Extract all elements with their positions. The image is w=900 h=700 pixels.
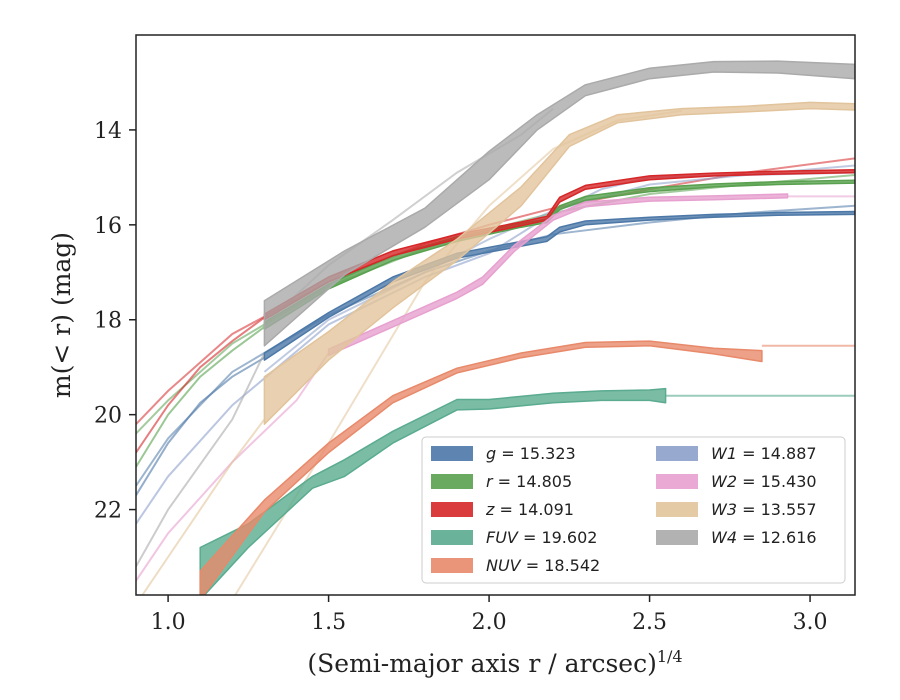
legend-entry-nuv: NUV = 18.542 bbox=[431, 556, 600, 575]
x-tick-label: 1.0 bbox=[151, 610, 186, 635]
legend-entry-w2: W2 = 15.430 bbox=[656, 472, 817, 491]
legend-label: W4 = 12.616 bbox=[711, 528, 817, 547]
legend-label: W3 = 13.557 bbox=[711, 500, 817, 519]
legend-entry-g: g = 15.323 bbox=[431, 444, 576, 463]
plot-area bbox=[136, 60, 855, 595]
legend-swatch bbox=[431, 558, 473, 573]
legend-swatch bbox=[656, 502, 698, 517]
series-band-w2 bbox=[327, 193, 789, 357]
legend-entry-fuv: FUV = 19.602 bbox=[431, 528, 597, 547]
series-line-w4 bbox=[136, 352, 266, 567]
series-band-fuv bbox=[199, 387, 667, 595]
legend-label: NUV = 18.542 bbox=[486, 556, 600, 575]
series-band-w3 bbox=[263, 101, 855, 425]
legend-entry-z: z = 14.091 bbox=[431, 500, 574, 519]
legend-swatch bbox=[431, 474, 473, 489]
legend-entry-r: r = 14.805 bbox=[431, 472, 572, 491]
x-tick-label: 1.5 bbox=[311, 610, 346, 635]
legend-label: z = 14.091 bbox=[485, 500, 574, 519]
legend-box bbox=[421, 436, 846, 584]
legend-label: W1 = 14.887 bbox=[711, 444, 817, 463]
legend-entry-w3: W3 = 13.557 bbox=[656, 500, 817, 519]
y-tick-label: 14 bbox=[94, 119, 122, 144]
x-tick-label: 3.0 bbox=[793, 610, 828, 635]
legend-swatch bbox=[431, 530, 473, 545]
series-line-z bbox=[136, 316, 265, 454]
legend-swatch bbox=[656, 446, 698, 461]
series-band-z bbox=[263, 169, 855, 321]
legend-label: r = 14.805 bbox=[486, 472, 572, 491]
legend-entry-w1: W1 = 14.887 bbox=[656, 444, 817, 463]
y-axis-label: m(< r) (mag) bbox=[47, 232, 76, 398]
series-line-r bbox=[136, 326, 265, 468]
legend-label: W2 = 15.430 bbox=[711, 472, 817, 491]
legend-label: g = 15.323 bbox=[486, 444, 576, 463]
y-tick-label: 22 bbox=[94, 499, 122, 524]
legend: g = 15.323 r = 14.805 z = 14.091 FUV = 19.6… bbox=[421, 436, 846, 584]
x-axis-label: (Semi-major axis r / arcsec)1/4 bbox=[307, 647, 682, 678]
series-band-nuv bbox=[199, 340, 763, 595]
series-band-w4 bbox=[263, 60, 855, 347]
legend-swatch bbox=[656, 474, 698, 489]
plot-frame bbox=[135, 34, 856, 596]
legend-label: FUV = 19.602 bbox=[486, 528, 597, 547]
y-tick-label: 16 bbox=[94, 214, 122, 239]
y-tick-label: 18 bbox=[94, 309, 122, 334]
legend-swatch bbox=[431, 502, 473, 517]
x-axis: 1.0 1.5 2.0 2.5 3.0 bbox=[151, 595, 828, 635]
x-tick-label: 2.0 bbox=[472, 610, 507, 635]
x-tick-label: 2.5 bbox=[632, 610, 667, 635]
legend-swatch bbox=[656, 530, 698, 545]
y-axis: 14 16 18 20 22 bbox=[94, 119, 136, 524]
y-tick-label: 20 bbox=[94, 404, 122, 429]
series-line-w3 bbox=[141, 418, 266, 595]
series-line-g bbox=[136, 356, 265, 496]
legend-entry-w4: W4 = 12.616 bbox=[656, 528, 817, 547]
legend-swatch bbox=[431, 446, 473, 461]
